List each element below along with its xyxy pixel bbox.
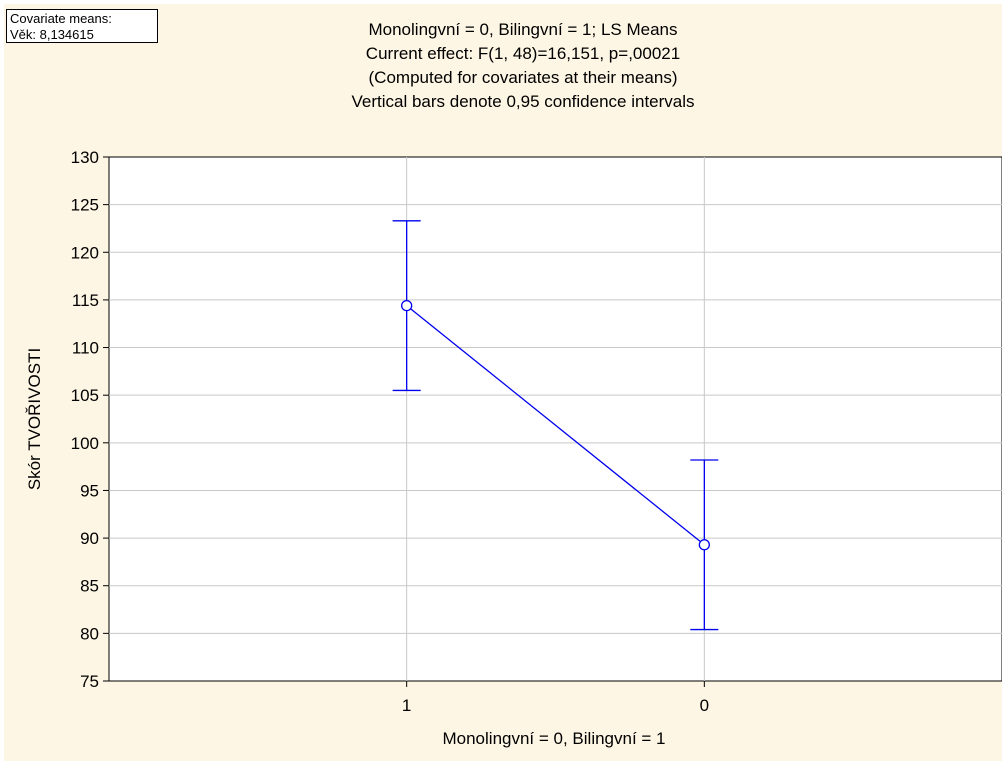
y-axis-title: Skór TVOŘIVOSTI	[25, 348, 44, 490]
y-tick-label: 120	[71, 243, 99, 262]
chart-background: Covariate means: Věk: 8,134615 Monolingv…	[4, 4, 1002, 761]
series-layer	[392, 220, 719, 631]
x-tick-label: 1	[402, 696, 411, 715]
y-tick-label: 115	[72, 291, 99, 310]
y-tick-label: 95	[80, 481, 99, 500]
chart-title: Monolingvní = 0, Bilingvní = 1; LS Means	[368, 20, 678, 39]
y-tick-label: 130	[71, 148, 99, 167]
chart-subtitle-2: (Computed for covariates at their means)	[368, 68, 678, 87]
chart-titles: Monolingvní = 0, Bilingvní = 1; LS Means…	[4, 18, 1002, 114]
covariate-means-box: Covariate means: Věk: 8,134615	[6, 9, 158, 43]
x-tick-label: 0	[700, 696, 709, 715]
data-point	[401, 299, 413, 312]
y-tick-label: 125	[71, 196, 99, 215]
y-tick-label: 100	[71, 434, 99, 453]
chart-subtitle-3: Vertical bars denote 0,95 confidence int…	[351, 92, 695, 111]
y-tick-label: 110	[72, 339, 99, 358]
covariate-box-line-2: Věk: 8,134615	[10, 27, 94, 42]
covariate-box-line-1: Covariate means:	[10, 11, 112, 26]
plot-area	[108, 156, 1002, 682]
y-tick-label: 85	[80, 577, 99, 596]
y-axis: 75 80 85 90 95 100 105 110 115 120 125 130	[71, 148, 109, 691]
y-tick-label: 105	[71, 386, 99, 405]
y-tick-label: 90	[80, 529, 99, 548]
x-axis-title: Monolingvní = 0, Bilingvní = 1	[442, 729, 665, 748]
y-tick-label: 80	[80, 624, 99, 643]
series-line	[406, 305, 705, 546]
data-point	[698, 539, 710, 551]
chart-subtitle-1: Current effect: F(1, 48)=16,151, p=,0002…	[365, 44, 681, 63]
y-tick-label: 75	[80, 672, 99, 691]
